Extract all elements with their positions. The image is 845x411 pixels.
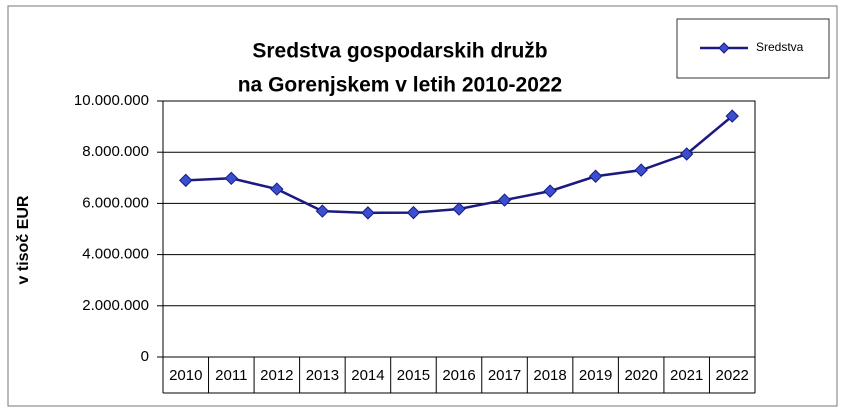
data-point: [406, 205, 421, 220]
x-tick-label: 2016: [442, 367, 475, 384]
data-point: [179, 173, 193, 188]
y-tick-label: 6.000.000: [82, 194, 149, 211]
data-point: [634, 163, 648, 177]
data-point: [543, 184, 557, 198]
x-tick-label: 2018: [533, 367, 566, 384]
x-tick-label: 2012: [260, 367, 293, 384]
x-tick-label: 2020: [624, 367, 657, 384]
data-point: [725, 109, 739, 123]
data-point: [361, 206, 375, 220]
x-tick-label: 2014: [351, 367, 384, 384]
data-point: [315, 204, 330, 218]
chart-title: na Gorenjskem v letih 2010-2022: [238, 74, 563, 97]
legend-marker: [718, 42, 730, 54]
y-tick-label: 8.000.000: [82, 143, 149, 160]
x-tick-label: 2022: [716, 367, 749, 384]
data-point: [497, 193, 512, 207]
x-tick-label: 2015: [397, 367, 430, 384]
x-tick-label: 2011: [215, 367, 247, 384]
x-tick-label: 2021: [670, 367, 703, 384]
data-point: [588, 169, 603, 183]
x-tick-label: 2017: [488, 367, 521, 384]
plot-area: [162, 100, 756, 358]
x-tick-label: 2010: [169, 367, 202, 384]
x-tick-label: 2019: [579, 367, 612, 384]
y-tick-label: 0: [141, 348, 149, 365]
chart-title: Sredstva gospodarskih družb: [252, 40, 547, 63]
y-tick-label: 4.000.000: [82, 246, 149, 263]
y-axis-label: v tisoč EUR: [15, 195, 32, 284]
data-point: [452, 202, 466, 216]
y-tick-label: 2.000.000: [82, 297, 149, 314]
legend-label: Sredstva: [756, 40, 804, 54]
x-tick-label: 2013: [306, 367, 339, 384]
data-point: [679, 147, 694, 161]
data-point: [270, 182, 284, 196]
y-tick-label: 10.000.000: [74, 92, 149, 109]
data-point: [224, 171, 239, 186]
legend-box: [676, 18, 830, 79]
